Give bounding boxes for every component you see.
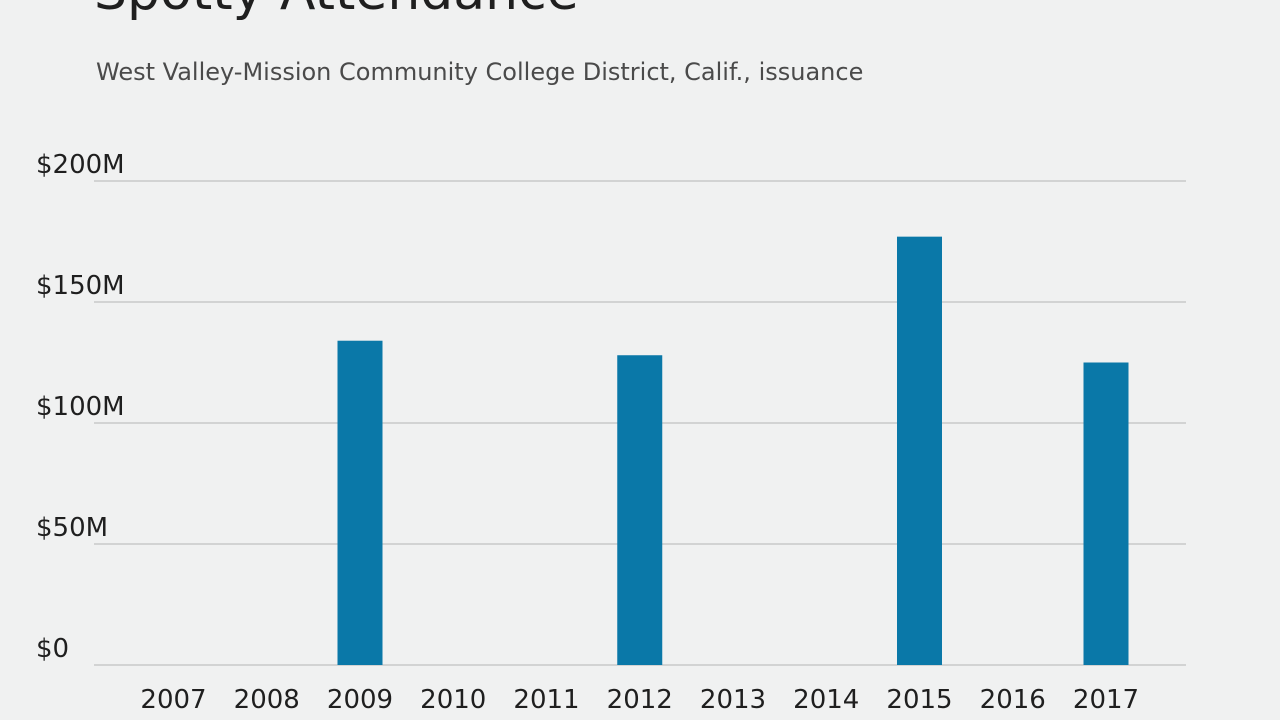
x-tick-label: 2016 bbox=[980, 685, 1046, 715]
x-tick-label: 2009 bbox=[327, 685, 393, 715]
x-tick-label: 2011 bbox=[513, 685, 579, 715]
chart-title: Spotty Attendance bbox=[94, 0, 579, 24]
y-tick-label: $0 bbox=[36, 634, 69, 664]
bar bbox=[897, 236, 942, 665]
x-tick-label: 2012 bbox=[607, 685, 673, 715]
bar bbox=[1083, 362, 1129, 665]
y-tick-label: $200M bbox=[36, 150, 125, 180]
bar bbox=[617, 355, 663, 665]
y-tick-label: $100M bbox=[36, 392, 125, 422]
x-tick-label: 2014 bbox=[793, 685, 859, 715]
x-tick-label: 2013 bbox=[700, 685, 766, 715]
x-tick-label: 2008 bbox=[234, 685, 300, 715]
bar bbox=[337, 340, 383, 665]
chart-subtitle: West Valley-Mission Community College Di… bbox=[96, 58, 864, 86]
x-tick-label: 2010 bbox=[420, 685, 486, 715]
x-tick-label: 2015 bbox=[886, 685, 952, 715]
x-tick-label: 2017 bbox=[1073, 685, 1139, 715]
x-tick-label: 2007 bbox=[140, 685, 206, 715]
y-tick-label: $150M bbox=[36, 271, 125, 301]
y-tick-label: $50M bbox=[36, 513, 108, 543]
